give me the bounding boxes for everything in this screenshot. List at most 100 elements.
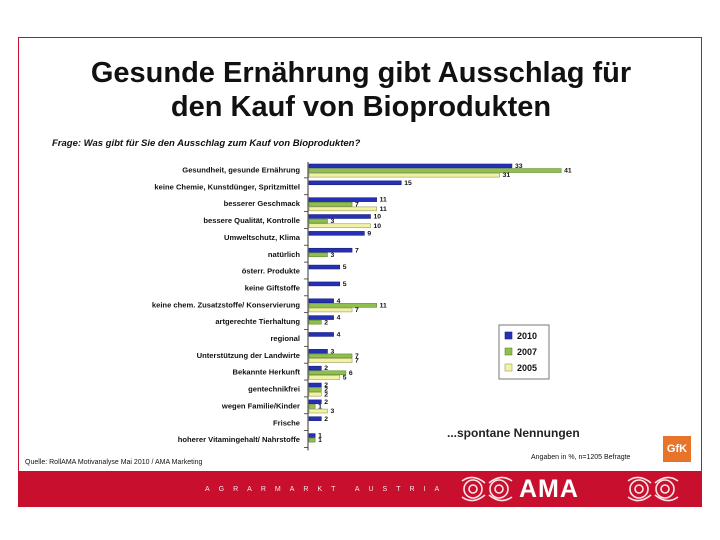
bar-2007	[308, 404, 316, 409]
title-line-1: Gesunde Ernährung gibt Ausschlag für	[90, 57, 632, 89]
footer-bar: AGRARMARKT AUSTRIA AMA	[19, 471, 701, 507]
category-label: keine Giftstoffe	[245, 283, 300, 292]
data-label-2007: 1	[318, 404, 322, 411]
data-label-2005: 7	[355, 358, 359, 365]
category-label: bessere Qualität, Kontrolle	[203, 216, 300, 225]
bar-2007	[308, 303, 377, 308]
bar-2007	[308, 252, 328, 258]
bar-2010	[308, 332, 334, 337]
bar-2005	[308, 172, 500, 178]
legend-swatch-2010	[504, 331, 513, 340]
data-label-2010: 5	[343, 264, 347, 271]
bar-2010	[308, 365, 322, 371]
category-label: artgerechte Tierhaltung	[215, 317, 300, 326]
data-label-2005: 11	[380, 206, 387, 213]
bar-2005	[308, 358, 353, 363]
legend-swatch-2005	[504, 363, 513, 372]
bar-2007	[308, 202, 353, 207]
category-label: regional	[270, 334, 300, 343]
bar-2005	[308, 206, 377, 212]
bar-2005	[308, 223, 371, 228]
legend-label-2010: 2010	[517, 331, 537, 341]
category-label: österr. Produkte	[242, 267, 300, 276]
category-label: keine Chemie, Kunstdünger, Spritzmittel	[154, 182, 300, 191]
data-label-2005: 31	[503, 172, 511, 179]
category-label: keine chem. Zusatzstoffe/ Konservierung	[152, 300, 300, 309]
footer-text: AGRARMARKT AUSTRIA	[205, 486, 449, 493]
bar-2010	[308, 399, 322, 405]
data-label-2007: 41	[564, 168, 572, 175]
data-label-2007: 2	[324, 319, 328, 326]
bar-2010	[308, 281, 341, 287]
bar-2010	[308, 264, 341, 270]
slide: Gesunde Ernährung gibt Ausschlag für den…	[18, 37, 702, 507]
data-label-2010: 4	[337, 315, 341, 322]
bar-2007	[308, 218, 328, 224]
legend-label-2005: 2005	[517, 363, 537, 373]
sample-note: Angaben in %, n=1205 Befragte	[531, 454, 631, 461]
data-label-2010: 1	[318, 433, 322, 440]
data-label-2007: 7	[355, 353, 359, 360]
bar-2005	[308, 375, 341, 380]
data-label-2007: 2	[324, 387, 328, 394]
data-label-2010: 2	[324, 399, 328, 406]
data-label-2010: 15	[404, 180, 412, 187]
category-label: hoherer Vitamingehalt/ Nahrstoffe	[178, 435, 300, 444]
gfk-logo: GfK	[663, 436, 691, 462]
data-label-2010: 11	[380, 197, 387, 204]
category-label: natürlich	[268, 250, 300, 259]
bar-2007	[308, 437, 316, 443]
category-label: wegen Familie/Kinder	[221, 401, 300, 410]
bar-2005	[308, 408, 328, 414]
bar-2010	[308, 298, 334, 303]
category-label: Gesundheit, gesunde Ernährung	[182, 166, 300, 175]
source-note: Quelle: RollAMA Motivanalyse Mai 2010 / …	[25, 459, 203, 466]
category-label: Frische	[273, 418, 300, 427]
data-label-2005: 7	[355, 307, 359, 314]
bar-2010	[308, 433, 316, 438]
ornament-right-icon	[627, 476, 679, 502]
bar-2010	[308, 416, 322, 421]
bar-2010	[308, 197, 377, 202]
bar-2005	[308, 391, 322, 397]
bar-2010	[308, 231, 365, 236]
title-line-2: den Kauf von Bioprodukten	[170, 91, 552, 123]
data-label-2010: 5	[343, 281, 347, 288]
data-label-2010: 2	[324, 382, 328, 389]
bar-2010	[308, 180, 402, 186]
legend-swatch-2007	[504, 347, 513, 356]
data-label-2010: 2	[324, 416, 328, 423]
ornament-left-icon	[461, 476, 513, 502]
data-label-2010: 9	[367, 230, 371, 237]
bar-2010	[308, 349, 328, 354]
legend-label-2007: 2007	[517, 347, 537, 357]
bar-2007	[308, 168, 562, 173]
bar-2007	[308, 370, 347, 375]
bar-2010	[308, 163, 513, 169]
data-label-2010: 7	[355, 247, 359, 254]
data-label-2007: 3	[330, 218, 334, 225]
data-label-2010: 2	[324, 365, 328, 372]
bar-2010	[308, 247, 353, 253]
data-label-2007: 3	[330, 252, 334, 259]
data-label-2010: 4	[337, 298, 341, 305]
page-title: Gesunde Ernährung gibt Ausschlag für den…	[19, 56, 703, 124]
data-label-2005: 2	[324, 391, 328, 398]
bar-2010	[308, 214, 371, 219]
data-label-2005: 5	[343, 374, 347, 381]
data-label-2007: 1	[318, 437, 322, 444]
ama-logo: AMA	[519, 475, 579, 503]
bar-2007	[308, 387, 322, 392]
bar-chart: Gesundheit, gesunde Ernährung 334131keine…	[152, 162, 572, 451]
data-label-2010: 4	[337, 332, 341, 339]
data-label-2007: 11	[380, 302, 387, 309]
bar-2007	[308, 319, 322, 325]
category-label: gentechnikfrei	[248, 385, 300, 394]
data-label-2010: 10	[374, 214, 382, 221]
category-label: besserer Geschmack	[224, 199, 301, 208]
category-label: Bekannte Herkunft	[232, 368, 300, 377]
survey-question: Frage: Was gibt für Sie den Ausschlag zu…	[52, 138, 361, 149]
data-label-2007: 7	[355, 201, 359, 208]
bar-2007	[308, 353, 353, 359]
bar-2010	[308, 382, 322, 388]
